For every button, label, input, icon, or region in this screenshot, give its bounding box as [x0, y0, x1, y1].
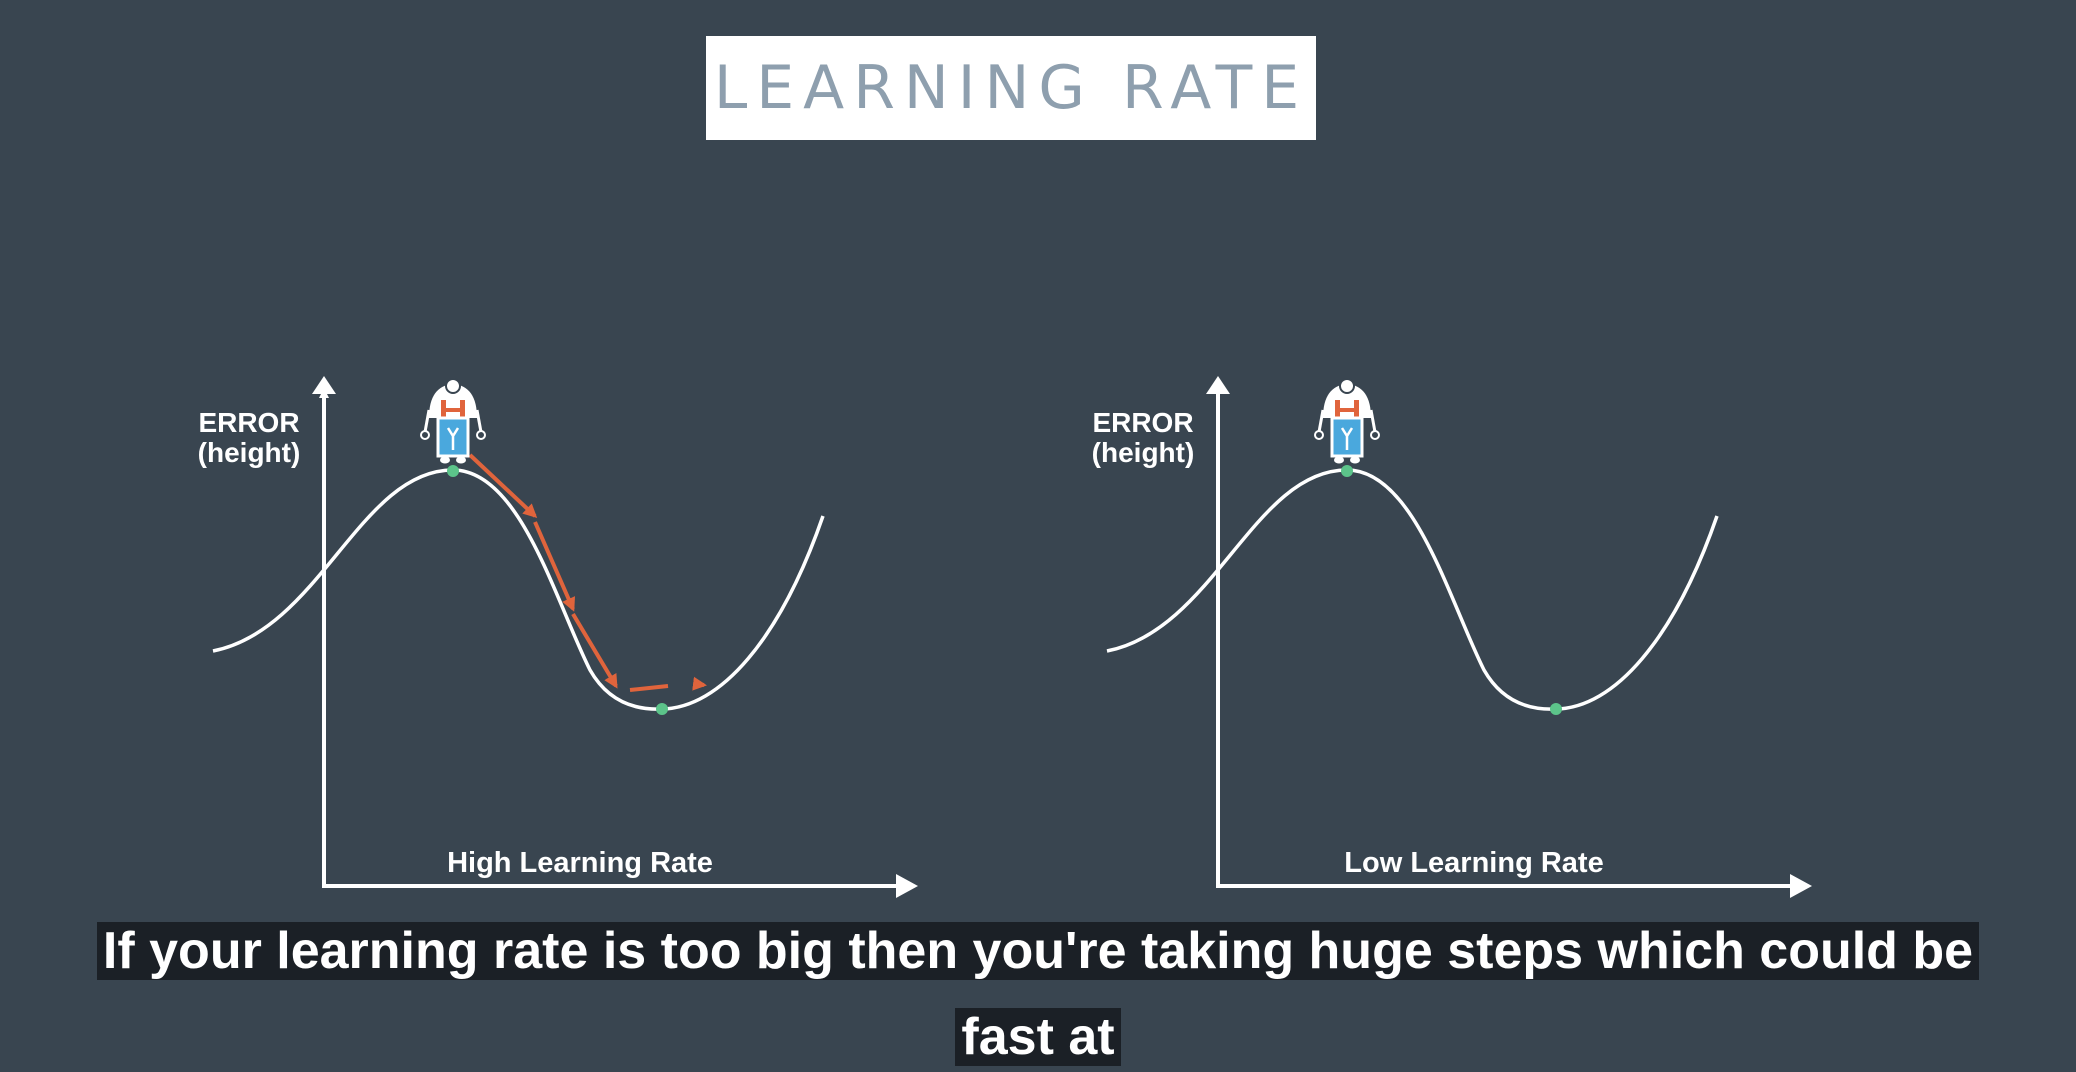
right-x-label: Low Learning Rate: [1344, 847, 1603, 879]
left-x-axis-arrowhead: [896, 874, 918, 898]
right-panel: ERROR (height) Low Learning Rate: [1092, 376, 1812, 898]
title-box: LEARNING RATE: [706, 36, 1316, 140]
left-minimum-dot: [656, 703, 668, 715]
right-x-axis-arrowhead: [1790, 874, 1812, 898]
step-arrow-3: [571, 612, 618, 689]
robot-icon: [1313, 377, 1381, 465]
step-arrow-5: [692, 676, 707, 691]
left-error-curve: [212, 468, 825, 711]
right-error-curve: [1106, 468, 1719, 711]
left-y-label-line1: ERROR: [198, 407, 299, 438]
subtitle-line-2: fast at: [955, 1008, 1121, 1066]
robot-icon: [419, 377, 487, 465]
right-y-label-line1: ERROR: [1092, 407, 1193, 438]
left-y-axis-arrowhead: [312, 376, 336, 394]
step-arrow-2: [533, 521, 576, 612]
step-arrow-1: [468, 453, 538, 519]
left-maximum-dot: [447, 465, 459, 477]
subtitle-line-1: If your learning rate is too big then yo…: [96, 922, 1980, 980]
left-x-label: High Learning Rate: [447, 847, 713, 879]
right-y-axis-arrowhead: [1206, 376, 1230, 394]
right-y-label-line2: (height): [1092, 437, 1195, 468]
left-panel: ERROR (height) High Learning Rate: [198, 376, 918, 898]
slide-title: LEARNING RATE: [713, 53, 1309, 123]
right-minimum-dot: [1550, 703, 1562, 715]
step-arrow-4: [629, 684, 669, 692]
right-maximum-dot: [1341, 465, 1353, 477]
subtitle-captions: If your learning rate is too big then yo…: [0, 908, 2076, 1072]
left-y-label-line2: (height): [198, 437, 301, 468]
